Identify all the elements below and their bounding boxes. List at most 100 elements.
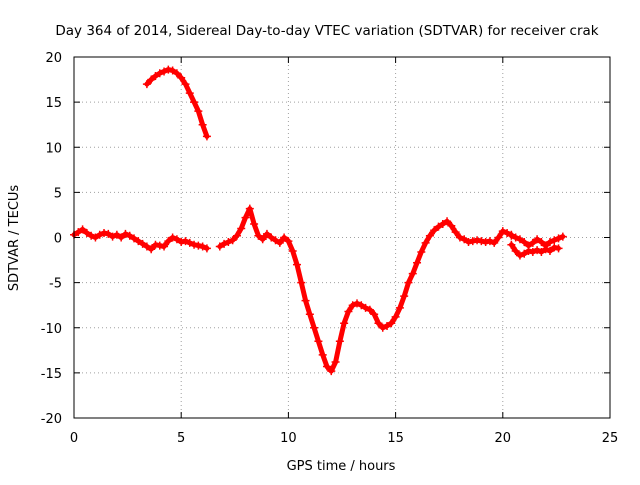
data-point xyxy=(365,305,374,314)
data-point xyxy=(314,337,323,346)
data-point xyxy=(310,323,319,332)
data-point xyxy=(185,238,194,247)
data-point xyxy=(494,233,503,242)
x-tick-label: 5 xyxy=(177,431,185,446)
data-point xyxy=(383,321,392,330)
data-point xyxy=(477,237,486,246)
data-point xyxy=(237,224,246,233)
data-point xyxy=(554,244,563,253)
data-point xyxy=(147,245,156,254)
data-point xyxy=(520,238,529,247)
series-segment-e xyxy=(507,231,567,250)
chart-title: Day 364 of 2014, Sidereal Day-to-day VTE… xyxy=(55,23,598,39)
data-point xyxy=(507,240,516,249)
data-point xyxy=(421,238,430,247)
data-point xyxy=(340,319,349,328)
data-point xyxy=(185,89,194,98)
data-point xyxy=(404,278,413,287)
data-point xyxy=(524,241,533,250)
data-point xyxy=(112,230,121,239)
data-point xyxy=(400,292,409,301)
data-point xyxy=(528,247,537,256)
axis-layer: 0 5 10 15 20 25 -20 -15 -10 -5 0 5 10 15 20 xyxy=(41,51,619,446)
data-point xyxy=(481,238,490,247)
series-segment-d xyxy=(507,240,563,260)
data-point xyxy=(511,247,520,256)
data-point xyxy=(168,66,177,75)
data-point xyxy=(408,269,417,278)
data-point xyxy=(87,231,96,240)
data-point xyxy=(468,237,477,246)
x-tick-label: 10 xyxy=(280,431,297,446)
data-point xyxy=(168,233,177,242)
data-point xyxy=(202,244,211,253)
data-point xyxy=(305,310,314,319)
data-point xyxy=(108,232,117,241)
data-point xyxy=(155,69,164,78)
data-point xyxy=(262,229,271,238)
y-tick-label: -15 xyxy=(41,367,62,382)
data-point xyxy=(537,247,546,256)
data-point xyxy=(228,236,237,245)
data-point xyxy=(241,213,250,222)
data-point xyxy=(134,237,143,246)
data-point xyxy=(82,228,91,237)
data-point xyxy=(545,238,554,247)
data-point xyxy=(100,228,109,237)
data-point xyxy=(258,235,267,244)
data-point xyxy=(181,80,190,89)
data-point xyxy=(361,303,370,312)
y-axis-label: SDTVAR / TECUs xyxy=(7,185,22,292)
data-point xyxy=(447,221,456,230)
data-point xyxy=(318,350,327,359)
data-point xyxy=(250,219,259,228)
data-point xyxy=(558,232,567,241)
data-point xyxy=(430,226,439,235)
data-point xyxy=(322,362,331,371)
data-point xyxy=(425,231,434,240)
data-point xyxy=(130,234,139,243)
data-point xyxy=(434,222,443,231)
x-tick-label: 0 xyxy=(70,431,78,446)
data-point xyxy=(172,69,181,78)
series-segment-b xyxy=(142,65,211,141)
data-point xyxy=(327,367,336,376)
data-point xyxy=(254,231,263,240)
data-point xyxy=(331,358,340,367)
data-point xyxy=(503,228,512,237)
data-point xyxy=(288,247,297,256)
data-point xyxy=(485,237,494,246)
data-point xyxy=(301,296,310,305)
data-point xyxy=(232,231,241,240)
data-point xyxy=(91,233,100,242)
data-point xyxy=(490,238,499,247)
data-point xyxy=(190,98,199,107)
data-point xyxy=(370,310,379,319)
data-point xyxy=(155,241,164,250)
x-axis-label: GPS time / hours xyxy=(287,459,396,474)
x-tick-label: 15 xyxy=(387,431,404,446)
grid-layer xyxy=(74,57,610,418)
data-point xyxy=(374,319,383,328)
data-point xyxy=(528,238,537,247)
data-point xyxy=(78,225,87,234)
data-point xyxy=(515,235,524,244)
data-point xyxy=(292,260,301,269)
data-point xyxy=(138,239,147,248)
data-point xyxy=(464,238,473,247)
data-point xyxy=(541,241,550,250)
data-point xyxy=(284,237,293,246)
data-point xyxy=(181,237,190,246)
data-point xyxy=(151,71,160,80)
y-tick-label: -5 xyxy=(49,277,62,292)
data-point xyxy=(198,242,207,251)
data-point xyxy=(451,228,460,237)
x-tick-label: 25 xyxy=(602,431,619,446)
data-point xyxy=(391,312,400,321)
series-segment-a xyxy=(70,225,211,254)
data-point xyxy=(460,235,469,244)
data-point xyxy=(297,278,306,287)
data-point xyxy=(142,80,151,89)
